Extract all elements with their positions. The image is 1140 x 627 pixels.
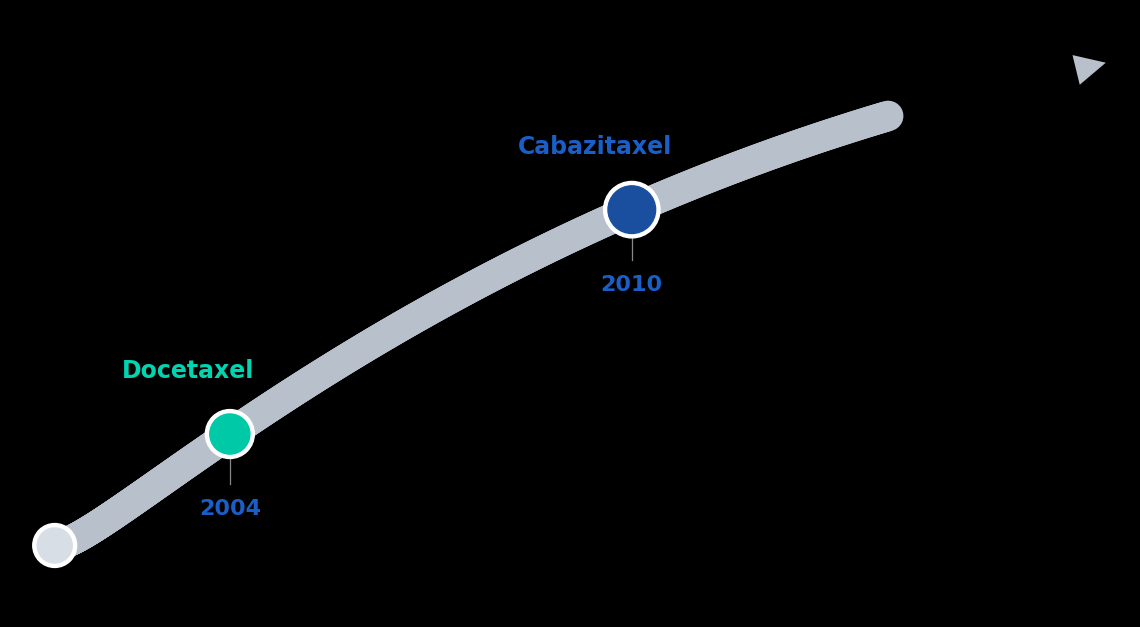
Ellipse shape <box>608 186 655 233</box>
Ellipse shape <box>33 524 76 567</box>
Text: Docetaxel: Docetaxel <box>122 359 254 383</box>
Ellipse shape <box>210 414 250 454</box>
Ellipse shape <box>205 409 254 458</box>
Text: Cabazitaxel: Cabazitaxel <box>518 135 673 159</box>
Text: 2010: 2010 <box>601 275 662 295</box>
Ellipse shape <box>38 528 72 563</box>
Ellipse shape <box>603 181 660 238</box>
Text: 2004: 2004 <box>198 499 261 519</box>
